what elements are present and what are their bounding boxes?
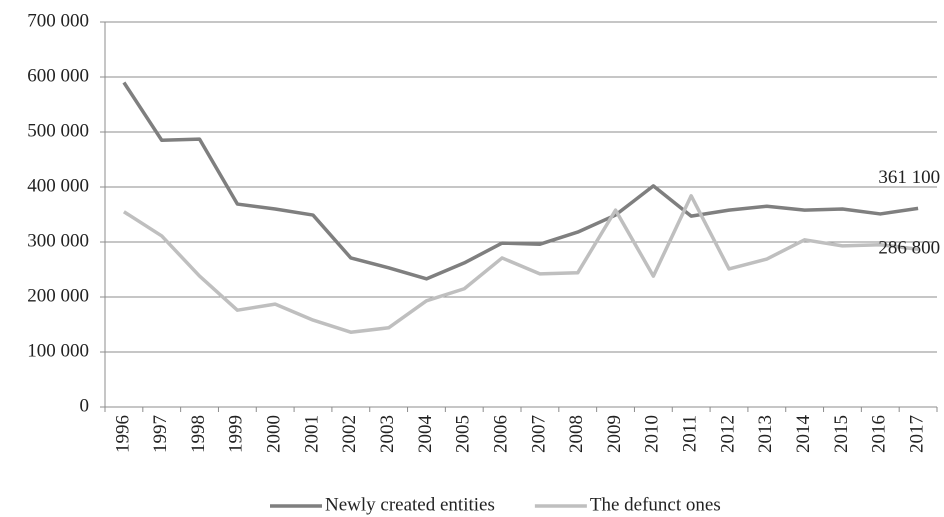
x-tick-label: 2005 [453, 415, 474, 453]
x-tick-label: 1999 [226, 415, 247, 453]
y-tick-label: 100 000 [27, 340, 89, 361]
legend-label: The defunct ones [590, 494, 721, 515]
x-tick-label: 2009 [604, 415, 625, 453]
x-tick-label: 2014 [793, 415, 814, 454]
x-tick-label: 2017 [906, 415, 927, 453]
y-tick-label: 200 000 [27, 285, 89, 306]
x-tick-label: 2010 [642, 415, 663, 453]
legend-label: Newly created entities [325, 494, 495, 515]
x-tick-label: 1996 [112, 415, 133, 453]
y-tick-label: 700 000 [27, 10, 89, 31]
y-tick-label: 0 [80, 395, 90, 416]
x-tick-label: 2003 [377, 415, 398, 453]
x-tick-label: 1998 [188, 415, 209, 453]
data-label: 361 100 [878, 167, 940, 188]
x-tick-label: 1997 [150, 415, 171, 453]
x-tick-label: 2008 [566, 415, 587, 453]
x-tick-label: 2011 [680, 415, 701, 452]
x-tick-label: 2012 [717, 415, 738, 453]
x-tick-label: 2016 [869, 415, 890, 453]
x-tick-label: 2000 [264, 415, 285, 453]
y-tick-label: 600 000 [27, 65, 89, 86]
x-tick-label: 2006 [490, 415, 511, 453]
y-tick-label: 400 000 [27, 175, 89, 196]
y-tick-label: 500 000 [27, 120, 89, 141]
series-line [122, 81, 919, 281]
x-tick-label: 2004 [415, 415, 436, 454]
x-tick-label: 2015 [831, 415, 852, 453]
x-tick-label: 2002 [339, 415, 360, 453]
legend: Newly created entities The defunct ones [270, 494, 721, 515]
x-tick-label: 2001 [301, 415, 322, 453]
x-tick-label: 2007 [528, 415, 549, 453]
x-tick-label: 2013 [755, 415, 776, 453]
data-label: 286 800 [878, 238, 940, 259]
series-line [122, 194, 919, 334]
y-tick-label: 300 000 [27, 230, 89, 251]
